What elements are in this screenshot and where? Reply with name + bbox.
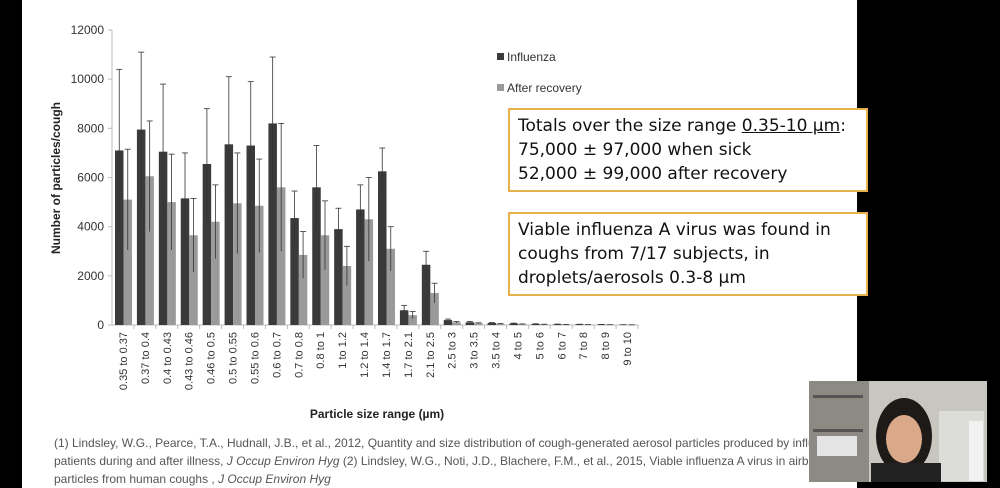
citation-2: (2) Lindsley, W.G., Noti, J.D., Blachere… [54, 454, 833, 486]
y-tick-label: 4000 [77, 220, 104, 234]
x-tick-label: 1.4 to 1.7 [381, 332, 393, 378]
bar-influenza [465, 322, 475, 325]
x-tick-label: 7 to 8 [578, 332, 590, 360]
bar-after-recovery [189, 235, 198, 325]
bar-after-recovery [255, 205, 264, 325]
x-tick-label: 0.8 to 1 [315, 332, 327, 369]
x-tick-label: 1.7 to 2.1 [403, 332, 415, 378]
x-tick-label: 0.35 to 0.37 [118, 332, 130, 390]
y-axis-label: Number of particles/cough [49, 102, 63, 254]
legend-swatch [497, 84, 504, 91]
x-axis-label: Particle size range (µm) [310, 407, 444, 421]
x-tick-label: 0.4 to 0.43 [162, 332, 174, 384]
bar-influenza [334, 229, 343, 325]
bar-after-recovery [233, 203, 242, 325]
bar-after-recovery [496, 323, 505, 325]
totals-prefix: Totals over the size range [518, 116, 742, 136]
citation-1: (1) Lindsley, W.G., Pearce, T.A., Hudnal… [54, 436, 841, 468]
bar-after-recovery [539, 324, 549, 325]
x-tick-label: 6 to 7 [556, 332, 568, 360]
x-tick-label: 3 to 3.5 [469, 332, 481, 369]
x-tick-label: 0.46 to 0.5 [206, 332, 218, 384]
x-tick-label: 0.5 to 0.55 [228, 332, 240, 384]
totals-recovery: 52,000 ± 99,000 after recovery [518, 164, 788, 184]
totals-sick: 75,000 ± 97,000 when sick [518, 140, 752, 160]
x-tick-label: 3.5 to 4 [491, 332, 503, 369]
x-tick-label: 8 to 9 [600, 332, 612, 360]
bar-influenza [421, 264, 431, 325]
bar-influenza [399, 310, 409, 325]
totals-suffix: : [840, 116, 846, 136]
legend-swatch [497, 53, 504, 60]
bar-influenza [224, 144, 234, 325]
y-tick-label: 12000 [71, 23, 105, 37]
slide: 0 2000 4000 6000 8000 10000 12000 Number of par… [22, 0, 868, 488]
y-tick-label: 10000 [71, 72, 105, 86]
y-tick-label: 8000 [77, 121, 104, 135]
bar-after-recovery [167, 202, 176, 325]
bar-after-recovery [276, 187, 286, 325]
x-tick-label: 1.2 to 1.4 [359, 332, 371, 378]
bar-after-recovery [474, 323, 483, 325]
x-tick-label: 0.6 to 0.7 [271, 332, 283, 378]
bar-after-recovery [298, 254, 308, 325]
bar-after-recovery [452, 322, 461, 325]
x-tick-label: 9 to 10 [622, 332, 634, 366]
bar-after-recovery [320, 235, 330, 325]
y-tick-label: 0 [97, 318, 104, 332]
bar-influenza [268, 123, 277, 326]
presenter-video [809, 381, 987, 482]
bar-influenza [531, 324, 540, 325]
x-tick-label: 0.7 to 0.8 [293, 332, 305, 378]
bar-after-recovery [211, 221, 220, 325]
bar-influenza [553, 324, 562, 325]
citations: (1) Lindsley, W.G., Pearce, T.A., Hudnal… [54, 434, 854, 488]
bar-influenza [443, 320, 453, 325]
x-tick-label: 4 to 5 [512, 332, 524, 360]
bar-after-recovery [342, 266, 352, 325]
x-tick-label: 1 to 1.2 [337, 332, 349, 369]
bar-influenza [202, 163, 212, 325]
bar-after-recovery [386, 248, 395, 325]
x-tick-label: 0.55 to 0.6 [249, 332, 261, 384]
legend-label: After recovery [507, 81, 582, 95]
x-tick-label: 2.5 to 3 [447, 332, 459, 369]
y-tick-label: 2000 [77, 269, 104, 283]
bar-influenza [356, 209, 365, 325]
webcam-thumbnail[interactable] [809, 381, 987, 482]
bar-after-recovery [430, 293, 439, 325]
bar-influenza [115, 150, 124, 325]
x-tick-label: 2.1 to 2.5 [425, 332, 437, 378]
bar-after-recovery [364, 219, 374, 325]
bar-influenza [509, 323, 518, 325]
citation-2-journal: J Occup Environ Hyg [218, 472, 331, 486]
bar-influenza [180, 198, 190, 325]
viable-text: Viable influenza A virus was found in co… [518, 220, 831, 288]
bar-after-recovery [518, 324, 527, 325]
bar-influenza [158, 151, 168, 325]
y-tick-label: 6000 [77, 171, 104, 185]
x-tick-label: 0.43 to 0.46 [184, 332, 196, 390]
citation-1-journal: J Occup Environ Hyg [226, 454, 340, 468]
bar-influenza [246, 145, 255, 325]
bar-influenza [290, 218, 299, 325]
bar-after-recovery [123, 199, 132, 325]
bar-chart: 0 2000 4000 6000 8000 10000 12000 Number of par… [49, 23, 639, 421]
legend-label: Influenza [507, 50, 556, 64]
x-tick-label: 0.37 to 0.4 [140, 332, 152, 384]
bar-influenza [136, 129, 146, 325]
totals-box: Totals over the size range 0.35-10 µm: 7… [508, 108, 868, 192]
bar-influenza [575, 324, 584, 325]
bar-after-recovery [145, 176, 154, 325]
bar-influenza [312, 187, 321, 325]
bar-influenza [487, 323, 497, 325]
bar-influenza [378, 171, 387, 325]
viable-box: Viable influenza A virus was found in co… [508, 212, 868, 296]
x-tick-label: 5 to 6 [534, 332, 546, 360]
bar-after-recovery [408, 315, 417, 325]
totals-range: 0.35-10 µm [741, 116, 841, 136]
